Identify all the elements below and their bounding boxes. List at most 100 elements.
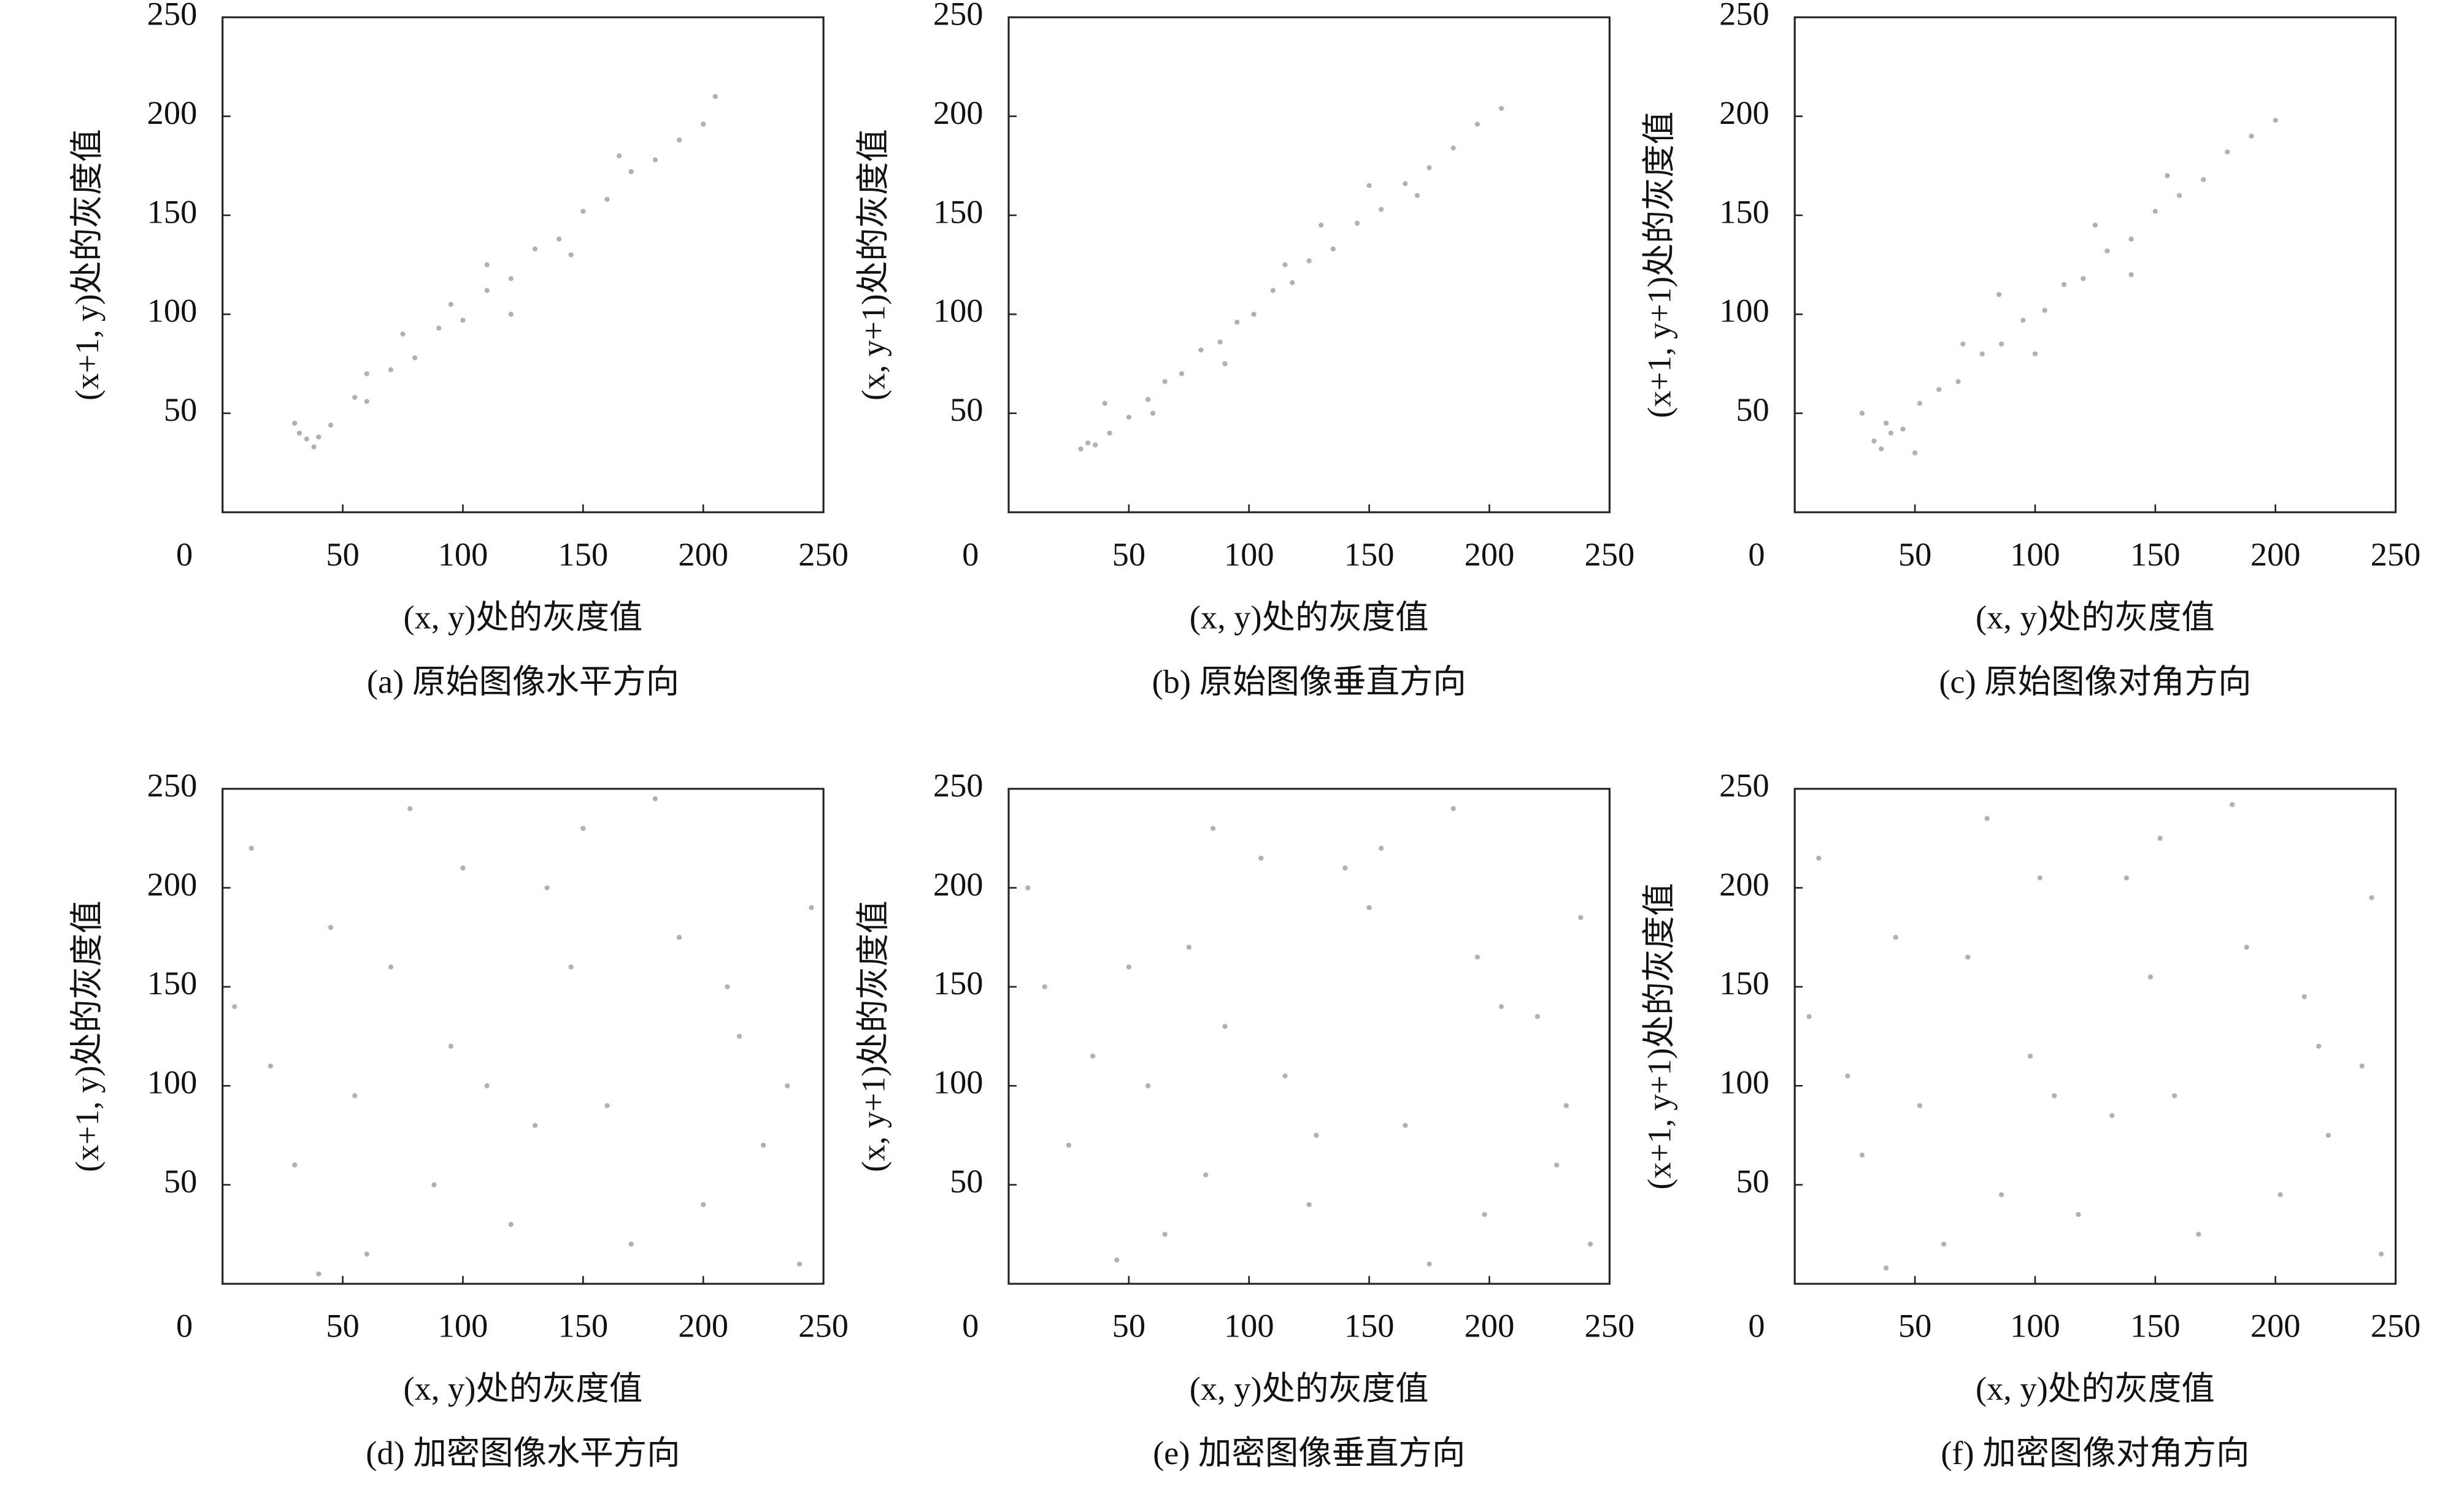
point bbox=[1042, 984, 1047, 989]
point bbox=[2230, 802, 2235, 807]
point bbox=[1998, 341, 2004, 347]
point bbox=[1379, 845, 1384, 851]
point bbox=[304, 436, 309, 442]
y-tick-label: 250 bbox=[147, 767, 198, 804]
point bbox=[2061, 282, 2067, 288]
y-tick-label: 200 bbox=[1719, 94, 1769, 131]
point bbox=[556, 236, 562, 242]
point bbox=[248, 845, 254, 851]
point bbox=[2032, 351, 2038, 357]
point bbox=[1883, 1265, 1889, 1271]
point bbox=[2123, 875, 2129, 881]
point bbox=[1270, 288, 1276, 293]
point bbox=[1092, 442, 1098, 448]
y-tick-label: 50 bbox=[950, 391, 983, 428]
x-tick-label: 250 bbox=[1585, 1308, 1635, 1344]
x-tick-label: 150 bbox=[1344, 1308, 1395, 1344]
point bbox=[568, 964, 574, 970]
point bbox=[2176, 193, 2182, 198]
point bbox=[2316, 1043, 2322, 1049]
x-tick-label: 100 bbox=[2010, 1308, 2060, 1344]
x-tick-label: 250 bbox=[2371, 1308, 2421, 1344]
panel-caption: (f) 加密图像对角方向 bbox=[1941, 1435, 2249, 1472]
x-tick-label: 100 bbox=[438, 1308, 488, 1344]
point bbox=[1482, 1211, 1487, 1218]
point bbox=[1879, 446, 1884, 451]
x-tick-label: 50 bbox=[1898, 1308, 1931, 1344]
point bbox=[400, 331, 406, 337]
point bbox=[676, 935, 682, 940]
point bbox=[1563, 1103, 1569, 1108]
point bbox=[1282, 1073, 1288, 1079]
panel-caption: (a) 原始图像水平方向 bbox=[367, 664, 679, 700]
x-axis-label: (x, y)处的灰度值 bbox=[1976, 1370, 2215, 1407]
point bbox=[1203, 1172, 1209, 1178]
point bbox=[2027, 1053, 2033, 1059]
x-tick-label: 0 bbox=[176, 536, 193, 573]
y-tick-label: 150 bbox=[147, 965, 198, 1002]
point bbox=[2201, 177, 2206, 182]
point bbox=[1314, 1132, 1319, 1138]
point bbox=[296, 430, 302, 436]
x-tick-label: 200 bbox=[678, 1308, 728, 1344]
point bbox=[328, 423, 334, 428]
point bbox=[508, 276, 514, 282]
x-tick-label: 200 bbox=[1465, 1308, 1515, 1344]
y-axis-label: (x, y+1)处的灰度值 bbox=[855, 900, 891, 1172]
point bbox=[268, 1063, 274, 1069]
x-tick-label: 150 bbox=[2130, 536, 2181, 573]
y-tick-label: 250 bbox=[933, 0, 984, 32]
point bbox=[2037, 875, 2042, 881]
point bbox=[2378, 1251, 2384, 1257]
point bbox=[1162, 1232, 1168, 1237]
point bbox=[2081, 276, 2086, 282]
point bbox=[701, 121, 706, 127]
point bbox=[1554, 1162, 1560, 1168]
point bbox=[1179, 371, 1185, 377]
point bbox=[1979, 351, 1985, 357]
point bbox=[1366, 905, 1372, 910]
point bbox=[1450, 806, 1456, 811]
point bbox=[1342, 865, 1348, 871]
point bbox=[1806, 1014, 1812, 1019]
point bbox=[316, 434, 321, 440]
x-tick-label: 250 bbox=[1585, 536, 1635, 573]
point bbox=[1960, 341, 1966, 347]
y-tick-label: 150 bbox=[933, 194, 984, 231]
point bbox=[1162, 379, 1168, 385]
point bbox=[1234, 320, 1240, 325]
point bbox=[1883, 420, 1889, 426]
point bbox=[2273, 117, 2278, 123]
point bbox=[1984, 816, 1990, 821]
point bbox=[2052, 1093, 2057, 1099]
x-axis-label: (x, y)处的灰度值 bbox=[1190, 599, 1429, 636]
x-tick-label: 100 bbox=[2010, 536, 2060, 573]
point bbox=[785, 1083, 790, 1089]
point bbox=[712, 94, 718, 99]
point bbox=[1066, 1143, 1072, 1148]
x-tick-label: 100 bbox=[1224, 536, 1274, 573]
y-tick-label: 50 bbox=[950, 1163, 983, 1200]
point bbox=[1941, 1241, 1947, 1247]
y-tick-label: 200 bbox=[147, 94, 198, 131]
point bbox=[2165, 173, 2170, 178]
x-tick-label: 200 bbox=[2250, 536, 2301, 573]
y-tick-label: 100 bbox=[933, 1064, 984, 1101]
point bbox=[1102, 401, 1107, 406]
x-tick-label: 0 bbox=[962, 1308, 979, 1344]
point bbox=[1319, 223, 1324, 228]
x-axis-label: (x, y)处的灰度值 bbox=[404, 1370, 643, 1407]
panel-caption: (d) 加密图像水平方向 bbox=[366, 1435, 680, 1472]
point bbox=[1403, 1122, 1408, 1128]
point bbox=[1587, 1241, 1593, 1247]
point bbox=[1859, 1152, 1865, 1158]
point bbox=[2196, 1232, 2201, 1237]
point bbox=[1888, 430, 1894, 436]
point bbox=[1210, 826, 1216, 831]
point bbox=[2244, 945, 2249, 950]
point bbox=[1090, 1053, 1096, 1059]
y-axis-label: (x+1, y+1)处的灰度值 bbox=[1641, 112, 1677, 418]
point bbox=[1222, 1024, 1228, 1029]
x-tick-label: 0 bbox=[1748, 536, 1765, 573]
point bbox=[1936, 386, 1942, 393]
